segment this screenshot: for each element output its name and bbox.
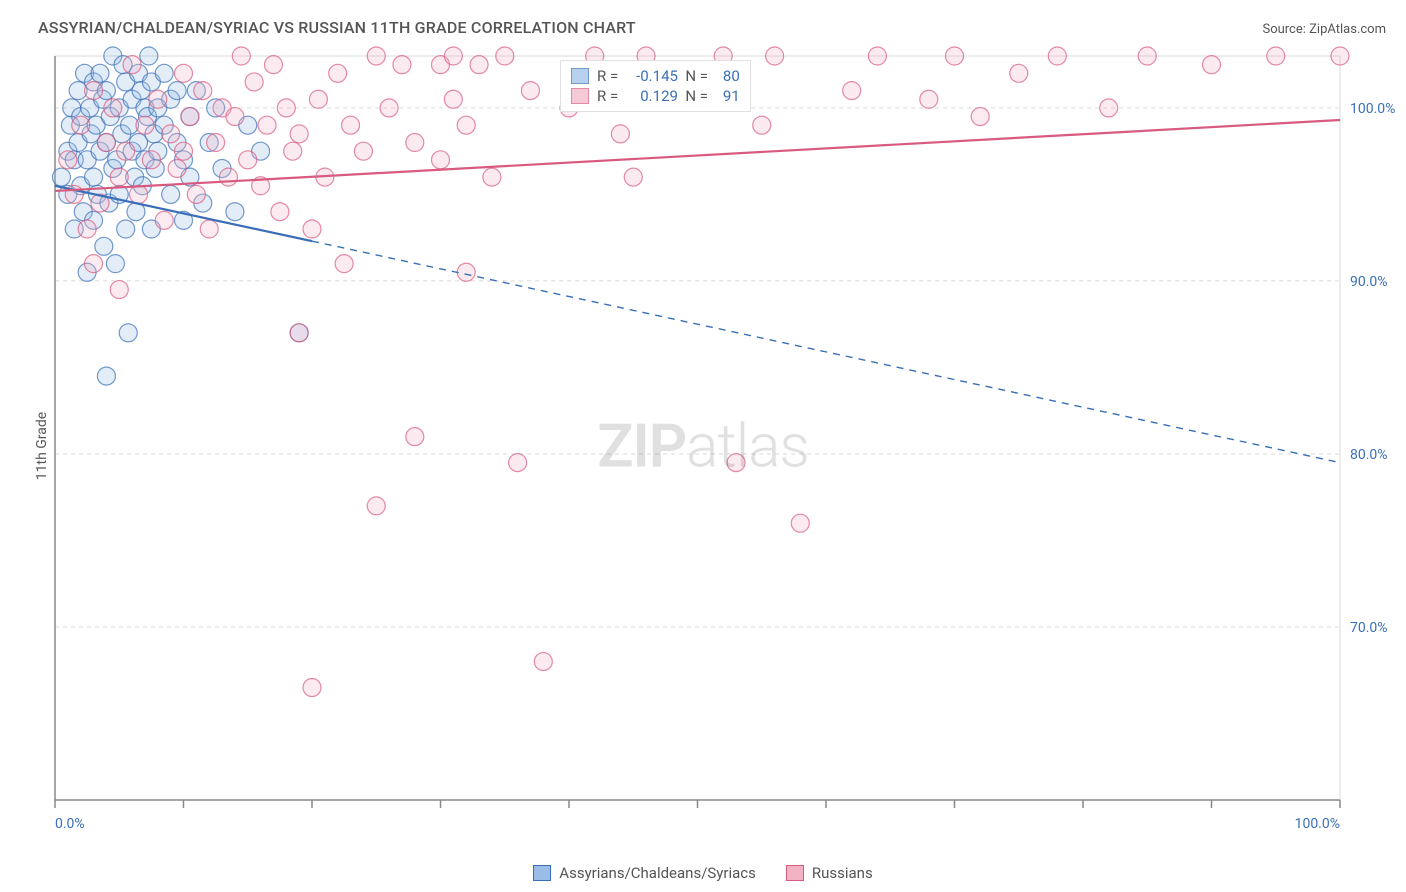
legend-item-series-a: Assyrians/Chaldeans/Syriacs <box>533 864 756 882</box>
legend-swatch-a <box>533 865 551 881</box>
svg-text:0.0%: 0.0% <box>55 816 85 832</box>
legend-swatch <box>571 88 589 104</box>
svg-text:70.0%: 70.0% <box>1350 620 1388 636</box>
stats-legend-row: R = 0.129 N = 91 <box>571 87 740 105</box>
svg-text:90.0%: 90.0% <box>1350 274 1388 290</box>
stats-legend: R = -0.145 N = 80 R = 0.129 N = 91 <box>560 60 751 112</box>
svg-text:80.0%: 80.0% <box>1350 447 1388 463</box>
legend-swatch <box>571 68 589 84</box>
svg-text:100.0%: 100.0% <box>1350 101 1395 117</box>
bottom-legend: Assyrians/Chaldeans/Syriacs Russians <box>0 864 1406 882</box>
svg-text:100.0%: 100.0% <box>1295 816 1340 832</box>
legend-item-series-b: Russians <box>786 864 873 882</box>
scatter-chart: 70.0% 80.0% 90.0% 100.0% 0.0% 100.0% <box>0 0 1406 892</box>
chart-container: ASSYRIAN/CHALDEAN/SYRIAC VS RUSSIAN 11TH… <box>0 0 1406 892</box>
legend-swatch-b <box>786 865 804 881</box>
stats-legend-row: R = -0.145 N = 80 <box>571 67 740 85</box>
